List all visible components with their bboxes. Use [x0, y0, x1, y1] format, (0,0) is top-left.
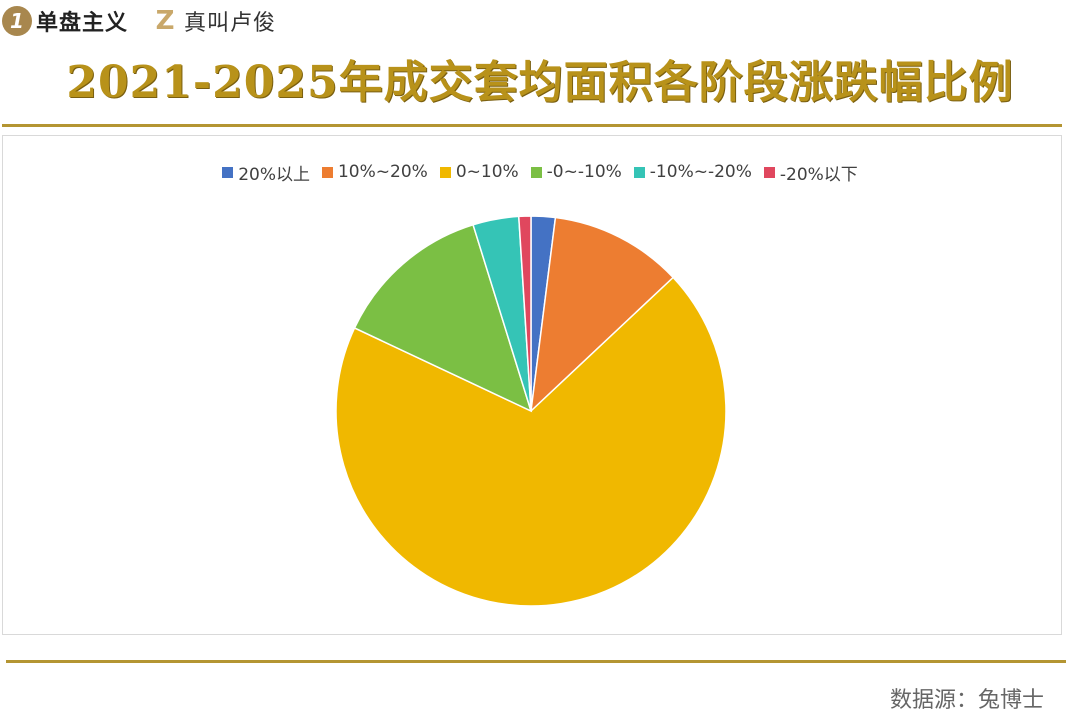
legend-item: 0~10%: [439, 162, 519, 182]
legend-swatch: [763, 166, 775, 178]
brand-bar: 1 单盘主义 Z 真叫卢俊: [2, 6, 298, 36]
brand-single-plate: 1 单盘主义: [2, 5, 128, 37]
legend-item: 10%~20%: [321, 162, 428, 182]
legend-item: 20%以上: [222, 160, 310, 185]
legend-label: -10%~-20%: [649, 162, 752, 182]
legend-swatch: [439, 166, 451, 178]
legend-item: -20%以下: [763, 160, 858, 185]
brand-zhen-jiao: Z 真叫卢俊: [150, 5, 276, 37]
legend-swatch: [633, 166, 645, 178]
title-divider: [2, 124, 1062, 127]
legend-label: 10%~20%: [337, 162, 428, 182]
pie-slice: [529, 216, 675, 413]
legend-item: -0~-10%: [530, 162, 622, 182]
chart-legend: 20%以上 10%~20% 0~10% -0~-10% -10%~-20% -20%以下: [0, 160, 1080, 185]
legend-swatch: [321, 166, 333, 178]
pie-slice: [517, 215, 532, 412]
brand-name-2: 真叫卢俊: [184, 11, 277, 36]
legend-swatch: [530, 166, 542, 178]
pie-slice: [335, 276, 727, 607]
chart-title: 2021-2025年成交套均面积各阶段涨跌幅比例: [66, 57, 1014, 108]
legend-swatch: [222, 166, 234, 178]
brand-name-1: 单盘主义: [36, 11, 129, 36]
legend-label: -20%以下: [779, 164, 858, 185]
legend-label: 20%以上: [238, 164, 310, 185]
legend-label: -0~-10%: [546, 162, 622, 182]
footer-divider: [6, 660, 1066, 663]
brand-logo-z-icon: Z: [155, 6, 175, 36]
data-source: 数据源：兔博士: [889, 688, 1044, 713]
legend-item: -10%~-20%: [633, 162, 752, 182]
brand-logo-1-icon: 1: [2, 6, 32, 36]
legend-label: 0~10%: [455, 162, 519, 182]
